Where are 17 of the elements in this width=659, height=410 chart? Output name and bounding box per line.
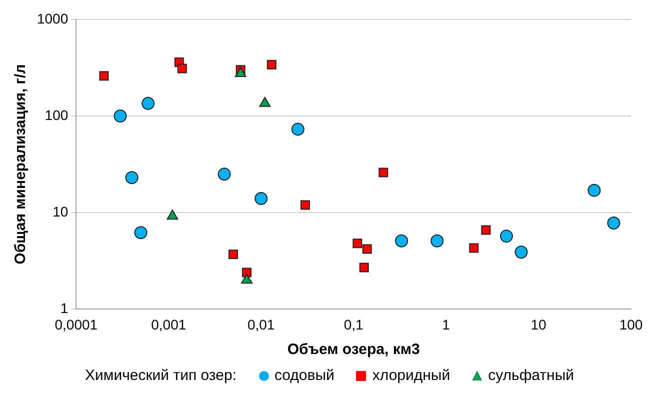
x-tick-label: 0,1: [344, 316, 364, 332]
x-tick-label: 100: [619, 316, 643, 332]
legend-label: хлоридный: [372, 367, 450, 384]
legend-title: Химический тип озер:: [85, 367, 236, 384]
y-tick-label: 1: [60, 300, 68, 316]
y-tick-label: 1000: [36, 10, 68, 26]
y-axis-title: Общая минерализация, г/л: [12, 64, 30, 264]
x-tick-label: 0,01: [247, 316, 275, 332]
y-tick-label: 10: [52, 203, 68, 220]
x-tick-label: 0,0001: [54, 316, 98, 332]
x-axis-title: Объем озера, км3: [287, 341, 420, 358]
legend-label: сульфатный: [488, 367, 574, 384]
x-tick-label: 10: [530, 316, 547, 332]
y-tick-label: 100: [44, 106, 68, 123]
legend-label: содовый: [274, 367, 334, 384]
x-tick-label: 0,001: [151, 316, 186, 332]
x-tick-label: 1: [442, 316, 450, 332]
